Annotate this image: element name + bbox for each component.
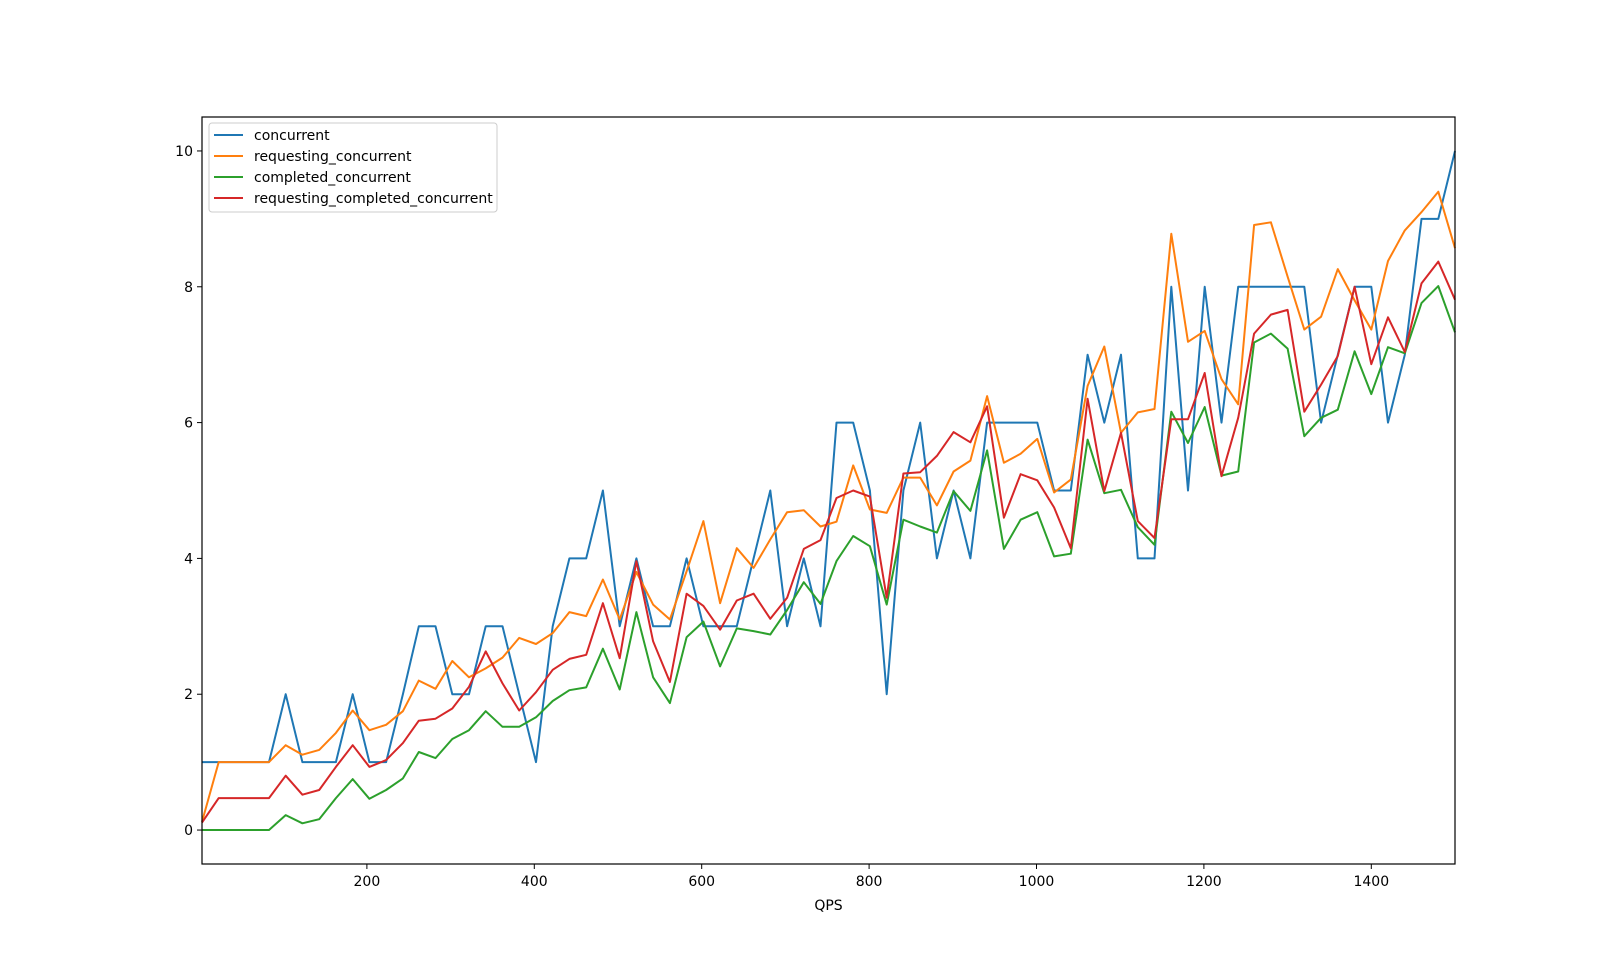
x-tick-label: 1200 <box>1186 874 1222 890</box>
x-axis: 200 400 600 800 1000 1200 1400 <box>354 864 1389 890</box>
y-axis: 0 2 4 6 8 10 <box>175 144 202 839</box>
y-tick-label: 0 <box>184 823 193 839</box>
y-tick-label: 2 <box>184 687 193 703</box>
legend-box <box>208 122 498 213</box>
y-tick-label: 8 <box>184 280 193 296</box>
x-axis-label: QPS <box>814 898 842 914</box>
y-tick-label: 10 <box>175 144 193 160</box>
legend-label: requesting_completed_concurrent <box>254 191 493 207</box>
series-line-requesting_concurrent <box>201 190 1456 823</box>
series-layer <box>201 150 1456 831</box>
legend-label: concurrent <box>254 128 330 144</box>
axes-frame <box>201 116 1456 865</box>
x-tick-label: 200 <box>354 874 381 890</box>
y-tick-label: 6 <box>184 416 193 432</box>
series-line-completed_concurrent <box>202 285 1456 831</box>
x-tick-label: 600 <box>688 874 715 890</box>
legend: concurrent requesting_concurrent completed… <box>208 122 498 213</box>
y-tick-label: 4 <box>184 551 193 567</box>
legend-label: completed_concurrent <box>254 170 411 186</box>
x-tick-label: 1000 <box>1019 874 1055 890</box>
legend-label: requesting_concurrent <box>254 149 412 165</box>
x-tick-label: 1400 <box>1353 874 1389 890</box>
x-tick-label: 800 <box>856 874 883 890</box>
series-line-requesting_completed_concurrent <box>201 260 1456 824</box>
series-line-concurrent <box>202 150 1456 764</box>
x-tick-label: 400 <box>521 874 548 890</box>
